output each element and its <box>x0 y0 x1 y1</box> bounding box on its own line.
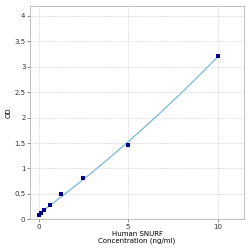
Point <box>42 208 46 212</box>
X-axis label: Human SNURF
Concentration (ng/ml): Human SNURF Concentration (ng/ml) <box>98 231 176 244</box>
Point <box>126 142 130 146</box>
Point <box>81 176 85 180</box>
Point <box>48 203 52 207</box>
Point <box>36 213 40 217</box>
Point <box>39 211 43 215</box>
Point <box>216 54 220 58</box>
Point <box>59 192 63 196</box>
Y-axis label: OD: OD <box>6 107 12 118</box>
